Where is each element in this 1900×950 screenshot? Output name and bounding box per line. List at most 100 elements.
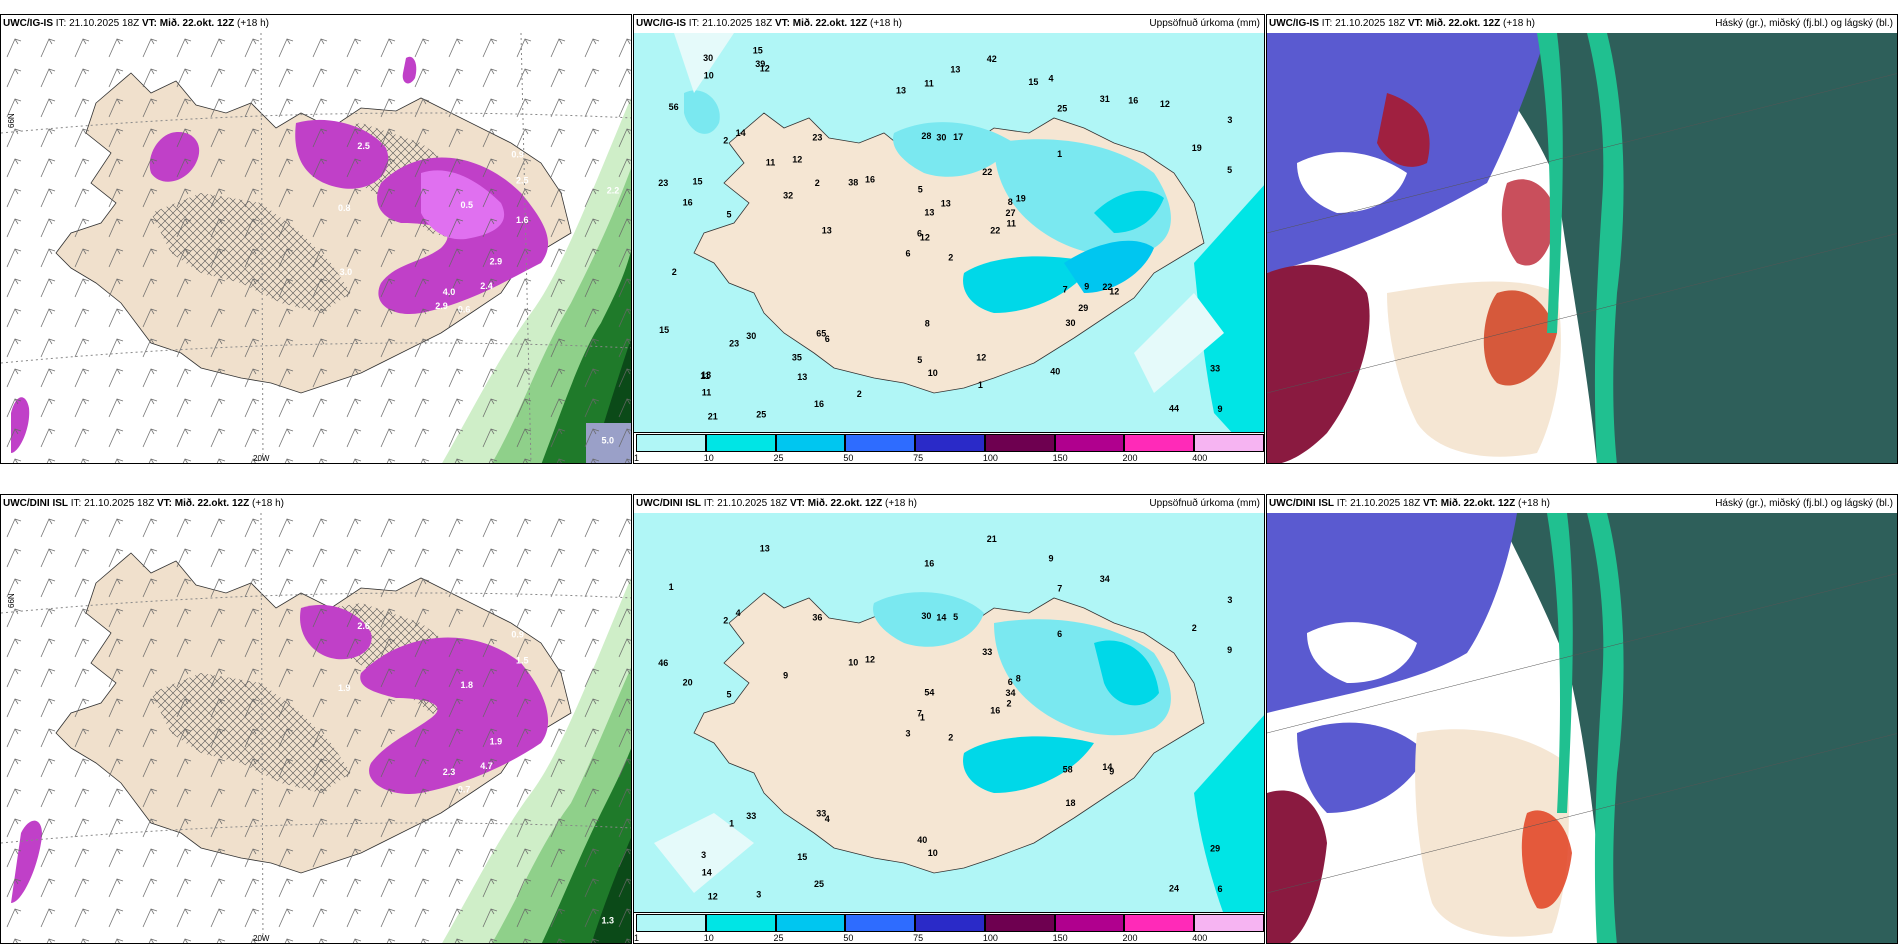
value-label: 32 bbox=[783, 191, 793, 201]
value-label: 4.7 bbox=[480, 761, 493, 771]
panel-header: UWC/DINI ISL IT: 21.10.2025 18Z VT: Mið.… bbox=[1, 495, 631, 513]
panel-dini-clouds: UWC/DINI ISL IT: 21.10.2025 18Z VT: Mið.… bbox=[1266, 494, 1898, 944]
value-label: 0.9 bbox=[511, 630, 524, 640]
precip-value-labels: 2213649571613653363303333121415148941620… bbox=[658, 534, 1232, 902]
precip-value-labels: 2212138641725221295361252822301611133019… bbox=[658, 45, 1232, 421]
value-label: 16 bbox=[990, 705, 1000, 715]
value-label: 30 bbox=[746, 331, 756, 341]
value-label: 30 bbox=[1066, 318, 1076, 328]
value-label: 10 bbox=[848, 657, 858, 667]
value-label: 0.5 bbox=[461, 200, 474, 210]
colorbar-tick-label: 75 bbox=[913, 453, 924, 463]
value-label: 1.8 bbox=[461, 680, 474, 690]
colorbar-swatch bbox=[636, 434, 706, 452]
value-label: 15 bbox=[659, 325, 669, 335]
value-label: 12 bbox=[1160, 99, 1170, 109]
lead-time: (+18 h) bbox=[252, 498, 284, 509]
colorbar-tick-label: 200 bbox=[1122, 453, 1138, 463]
panel-igis-clouds: UWC/IG-IS IT: 21.10.2025 18Z VT: Mið. 22… bbox=[1266, 14, 1898, 464]
value-label: 19 bbox=[1192, 143, 1202, 153]
value-label: 8 bbox=[925, 318, 930, 328]
value-label: 1 bbox=[729, 819, 734, 829]
value-label: 11 bbox=[766, 158, 776, 168]
model-name: UWC/DINI ISL bbox=[636, 498, 701, 509]
value-label: 31 bbox=[1100, 94, 1110, 104]
value-label: 21 bbox=[987, 534, 997, 544]
value-label: 2 bbox=[1192, 623, 1197, 633]
lat-label-66n: 66N bbox=[7, 113, 16, 128]
value-label: 2.5 bbox=[516, 176, 529, 186]
value-label: 54 bbox=[924, 688, 934, 698]
value-label: 56 bbox=[669, 102, 679, 112]
map-area[interactable]: 66N 20W 0.6 0.8 4.0 3.3 2.9 1.5 0.9 0.5 2.5 2.4 2.… bbox=[1, 32, 631, 463]
precip-colorbar: 1 10 25 50 75 100 150 200 400 bbox=[634, 912, 1264, 943]
value-label: 2 bbox=[948, 253, 953, 263]
value-label: 16 bbox=[924, 558, 934, 568]
colorbar-tick-label: 75 bbox=[913, 933, 924, 943]
value-label: 28 bbox=[921, 131, 931, 141]
colorbar-swatch bbox=[1124, 914, 1195, 932]
value-label: 2 bbox=[948, 733, 953, 743]
value-label: 15 bbox=[1028, 77, 1038, 87]
value-label: 30 bbox=[703, 53, 713, 63]
panel-igis-precip-type: UWC/IG-IS IT: 21.10.2025 18Z VT: Mið. 22… bbox=[0, 14, 632, 464]
value-label: 3 bbox=[1227, 115, 1232, 125]
value-label: 20 bbox=[683, 678, 693, 688]
value-label: 11 bbox=[1007, 219, 1017, 229]
value-label: 23 bbox=[812, 133, 822, 143]
value-label: 6 bbox=[1008, 677, 1013, 687]
colorbar-swatch bbox=[915, 434, 985, 452]
value-label: 29 bbox=[1210, 843, 1220, 853]
valid-time: VT: Mið. 22.okt. 12Z bbox=[1407, 18, 1501, 29]
model-name: UWC/IG-IS bbox=[1269, 18, 1319, 29]
panel-header: UWC/DINI ISL IT: 21.10.2025 18Z VT: Mið.… bbox=[634, 495, 1264, 513]
value-label: 23 bbox=[658, 178, 668, 188]
value-label: 11 bbox=[702, 388, 712, 398]
value-label: 24 bbox=[1169, 883, 1179, 893]
value-label: 13 bbox=[822, 226, 832, 236]
value-label: 25 bbox=[756, 410, 766, 420]
value-label: 44 bbox=[1169, 403, 1179, 413]
value-label: 2.6 bbox=[357, 621, 370, 631]
panel-header: UWC/IG-IS IT: 21.10.2025 18Z VT: Mið. 22… bbox=[1, 15, 631, 33]
value-label: 13 bbox=[760, 544, 770, 554]
value-label: 0.6 bbox=[356, 440, 369, 450]
field-title: Uppsöfnuð úrkoma (mm) bbox=[1149, 498, 1260, 509]
value-label: 3.0 bbox=[340, 267, 353, 277]
value-label: 2 bbox=[723, 135, 728, 145]
map-area[interactable] bbox=[1267, 513, 1897, 943]
precip-colorbar: 1 10 25 50 75 100 150 200 400 bbox=[634, 432, 1264, 463]
value-label: 2.4 bbox=[480, 281, 493, 291]
value-label: 1.5 bbox=[392, 375, 405, 385]
colorbar-swatch bbox=[984, 434, 1055, 452]
colorbar-tick-label: 400 bbox=[1192, 933, 1208, 943]
map-area[interactable]: 66N 20W 0.7 1.9 2.3 2.5 1.9 1.6 0.9 1.8 1.5 4.7 2.… bbox=[1, 512, 631, 943]
value-label: 3 bbox=[1227, 595, 1232, 605]
value-label: 39 bbox=[755, 59, 765, 69]
value-label: 42 bbox=[987, 54, 997, 64]
colorbar-swatch bbox=[984, 914, 1055, 932]
colorbar-tick-label: 10 bbox=[703, 933, 714, 943]
map-area[interactable]: 2 2 1 3 6 4 9 5 7 16 13 6 5 3 3 6 3 30 33 33 12 14 15 14 8 9 4 16 20… bbox=[634, 513, 1264, 915]
colorbar-tick-label: 200 bbox=[1122, 933, 1138, 943]
snow-value-labels: 0.7 1.9 2.3 2.5 1.9 1.6 0.9 1.8 1.5 4.7 2.6 1.3 bbox=[326, 621, 614, 925]
value-label: 14 bbox=[736, 128, 746, 138]
value-label: 13 bbox=[896, 85, 906, 95]
value-label: 34 bbox=[1100, 574, 1110, 584]
map-area[interactable]: 2 2 12 13 8 6 4 17 25 22 12 9 5 3 6 1 25 28 22 30 16 11 13 30 19… bbox=[634, 33, 1264, 435]
value-label: 1.9 bbox=[338, 683, 351, 693]
value-label: 6 bbox=[1218, 884, 1223, 894]
field-title: Háský (gr.), miðský (fj.bl.) og lágský (… bbox=[1715, 498, 1893, 509]
map-area[interactable] bbox=[1267, 33, 1897, 463]
value-label: 34 bbox=[1006, 688, 1016, 698]
init-time: IT: 21.10.2025 18Z bbox=[1336, 498, 1421, 509]
value-label: 1.9 bbox=[490, 737, 503, 747]
value-label: 15 bbox=[693, 177, 703, 187]
model-name: UWC/IG-IS bbox=[636, 18, 686, 29]
value-label: 5 bbox=[1227, 165, 1232, 175]
value-label: 5.0 bbox=[602, 435, 615, 445]
value-label: 16 bbox=[683, 198, 693, 208]
init-time: IT: 21.10.2025 18Z bbox=[688, 18, 773, 29]
value-label: 14 bbox=[936, 612, 946, 622]
panel-header: UWC/DINI ISL IT: 21.10.2025 18Z VT: Mið.… bbox=[1267, 495, 1897, 513]
